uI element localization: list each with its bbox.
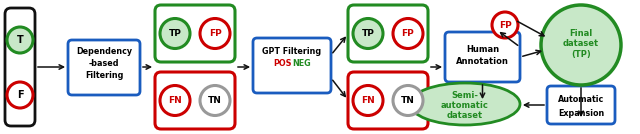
Text: Semi-: Semi- [451, 92, 479, 100]
Text: Dependency: Dependency [76, 47, 132, 57]
Circle shape [200, 18, 230, 49]
Text: FN: FN [361, 96, 375, 105]
Text: Annotation: Annotation [456, 57, 509, 66]
Circle shape [492, 12, 518, 38]
Text: Final: Final [570, 29, 593, 38]
Circle shape [393, 85, 423, 116]
Text: TP: TP [362, 29, 374, 38]
Circle shape [200, 85, 230, 116]
Text: TN: TN [208, 96, 222, 105]
Text: TN: TN [401, 96, 415, 105]
Text: automatic: automatic [441, 101, 489, 111]
Circle shape [7, 82, 33, 108]
Text: Expansion: Expansion [558, 109, 604, 118]
Text: FP: FP [402, 29, 414, 38]
Text: FN: FN [168, 96, 182, 105]
Text: (TP): (TP) [571, 49, 591, 59]
Text: NEG: NEG [292, 59, 311, 68]
Text: dataset: dataset [563, 38, 599, 47]
Text: Human: Human [466, 46, 499, 55]
Circle shape [541, 5, 621, 85]
Text: POS: POS [273, 59, 291, 68]
Text: -based: -based [89, 59, 119, 68]
Circle shape [160, 85, 190, 116]
Circle shape [353, 85, 383, 116]
Ellipse shape [410, 83, 520, 125]
Circle shape [160, 18, 190, 49]
Text: T: T [17, 35, 24, 45]
Circle shape [7, 27, 33, 53]
Text: Filtering: Filtering [85, 72, 123, 81]
Text: FP: FP [209, 29, 221, 38]
Text: Automatic: Automatic [558, 96, 604, 105]
Circle shape [353, 18, 383, 49]
Circle shape [393, 18, 423, 49]
Text: GPT Filtering: GPT Filtering [262, 47, 321, 57]
Text: TP: TP [168, 29, 181, 38]
Text: F: F [17, 90, 23, 100]
Text: dataset: dataset [447, 111, 483, 120]
Text: FP: FP [499, 21, 511, 29]
